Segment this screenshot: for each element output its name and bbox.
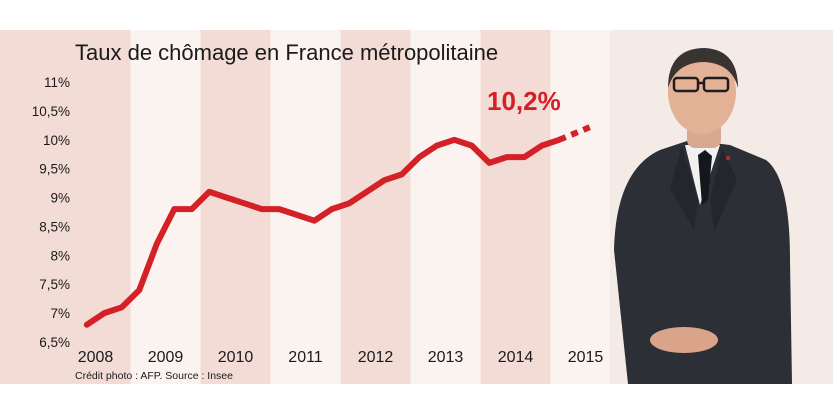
y-tick-label: 9,5% bbox=[39, 162, 70, 177]
x-tick-label: 2013 bbox=[428, 349, 464, 366]
suit-jacket bbox=[614, 140, 792, 384]
year-band bbox=[0, 30, 61, 384]
x-tick-label: 2009 bbox=[148, 349, 184, 366]
chart-title: Taux de chômage en France métropolitaine bbox=[75, 40, 498, 65]
data-point bbox=[416, 154, 422, 160]
projection-dotted-line bbox=[558, 122, 596, 143]
hands bbox=[650, 327, 718, 353]
year-band bbox=[480, 30, 551, 384]
head bbox=[668, 50, 736, 134]
y-tick-label: 10% bbox=[43, 133, 70, 148]
data-point bbox=[101, 310, 107, 316]
data-point bbox=[119, 304, 125, 310]
data-points bbox=[84, 137, 562, 328]
lapel-right bbox=[710, 148, 737, 232]
data-point bbox=[504, 154, 510, 160]
data-point bbox=[346, 200, 352, 206]
x-tick-label: 2011 bbox=[288, 349, 323, 366]
y-tick-label: 7% bbox=[50, 306, 70, 321]
data-point bbox=[241, 200, 247, 206]
data-point bbox=[434, 143, 440, 149]
data-point bbox=[276, 206, 282, 212]
data-point bbox=[311, 218, 317, 224]
data-point bbox=[206, 189, 212, 195]
y-tick-label: 11% bbox=[44, 75, 70, 90]
year-band bbox=[340, 30, 411, 384]
x-tick-label: 2012 bbox=[358, 349, 394, 366]
data-point bbox=[329, 206, 335, 212]
y-tick-label: 8,5% bbox=[39, 219, 70, 234]
data-point bbox=[294, 212, 300, 218]
y-tick-label: 9% bbox=[50, 191, 70, 206]
data-point bbox=[451, 137, 457, 143]
y-axis-ticks: 6,5% 7% 7,5% 8% 8,5% 9% 9,5% 10% 10,5% 11% bbox=[32, 75, 70, 350]
tie bbox=[698, 150, 712, 205]
data-point bbox=[171, 206, 177, 212]
data-point bbox=[399, 171, 405, 177]
data-point bbox=[556, 137, 562, 143]
data-point bbox=[136, 287, 142, 293]
y-tick-label: 7,5% bbox=[39, 277, 70, 292]
y-tick-label: 10,5% bbox=[32, 104, 70, 119]
hair bbox=[668, 48, 738, 88]
portrait-photo bbox=[610, 30, 833, 384]
data-point bbox=[469, 143, 475, 149]
glasses bbox=[672, 76, 730, 93]
data-point bbox=[154, 241, 160, 247]
data-point bbox=[189, 206, 195, 212]
year-band bbox=[60, 30, 131, 384]
x-tick-label: 2014 bbox=[498, 349, 534, 366]
data-point bbox=[521, 154, 527, 160]
x-tick-label: 2010 bbox=[218, 349, 254, 366]
year-bands bbox=[0, 30, 551, 384]
y-tick-label: 6,5% bbox=[39, 335, 70, 350]
data-point bbox=[364, 189, 370, 195]
data-point bbox=[259, 206, 265, 212]
photo-credit: Crédit photo : AFP. Source : Insee bbox=[75, 370, 233, 382]
data-point bbox=[486, 160, 492, 166]
projection-callout: 10,2% bbox=[487, 86, 561, 116]
x-axis-ticks: 2008 2009 2010 2011 2012 2013 2014 2015 bbox=[78, 349, 604, 366]
lapel-left bbox=[670, 146, 698, 230]
data-point bbox=[224, 195, 230, 201]
data-point bbox=[381, 177, 387, 183]
unemployment-line bbox=[83, 136, 563, 328]
x-tick-label: 2008 bbox=[78, 349, 114, 366]
lapel-pin bbox=[726, 156, 730, 160]
y-tick-label: 8% bbox=[50, 248, 70, 263]
x-tick-label: 2015 bbox=[568, 349, 604, 366]
data-point bbox=[539, 143, 545, 149]
data-point bbox=[84, 322, 90, 328]
